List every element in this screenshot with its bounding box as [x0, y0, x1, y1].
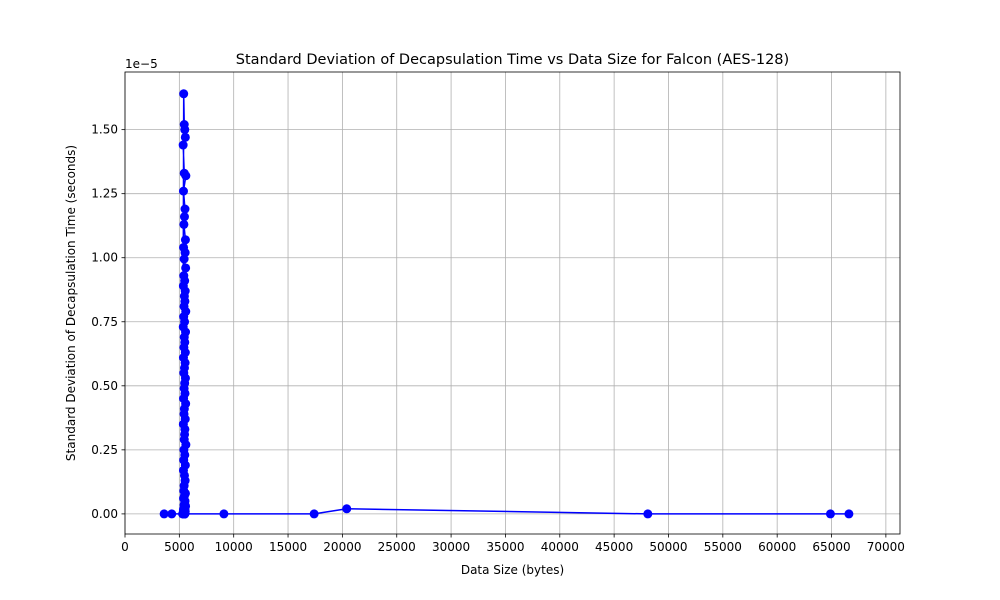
series-layer	[159, 89, 854, 519]
x-tick-label: 25000	[378, 540, 416, 554]
x-tick-label: 45000	[595, 540, 633, 554]
x-tick-label: 65000	[812, 540, 850, 554]
data-point	[342, 504, 352, 514]
grid	[124, 72, 900, 534]
data-point	[180, 125, 190, 135]
data-point	[309, 509, 319, 519]
y-tick-label: 1.00	[91, 251, 118, 265]
data-point	[178, 140, 188, 150]
data-point	[159, 509, 169, 519]
data-point	[178, 186, 188, 196]
data-point	[179, 219, 189, 229]
x-tick-label: 20000	[323, 540, 361, 554]
data-point	[219, 509, 229, 519]
data-point	[167, 509, 177, 519]
y-tick-label: 1.50	[91, 123, 118, 137]
x-tick-label: 50000	[649, 540, 687, 554]
x-tick-label: 40000	[541, 540, 579, 554]
data-point	[181, 263, 191, 273]
data-point	[180, 204, 190, 214]
data-point	[180, 235, 190, 245]
x-tick-label: 55000	[704, 540, 742, 554]
plot-frame	[124, 71, 901, 535]
x-tick-label: 70000	[867, 540, 905, 554]
y-axis-label: Standard Deviation of Decapsulation Time…	[64, 145, 78, 461]
data-point	[643, 509, 653, 519]
data-point	[179, 254, 189, 264]
y-tick-label: 0.50	[91, 379, 118, 393]
chart-title: Standard Deviation of Decapsulation Time…	[236, 52, 789, 68]
y-offset-text: 1e−5	[125, 57, 158, 71]
data-point	[844, 509, 854, 519]
data-point	[180, 132, 190, 142]
x-tick-label: 0	[121, 540, 129, 554]
x-tick-label: 30000	[432, 540, 470, 554]
x-tick-label: 10000	[215, 540, 253, 554]
y-tick-label: 0.00	[91, 507, 118, 521]
y-tick-label: 1.25	[91, 187, 118, 201]
axis-ticks: 0 5000 10000 15000 20000 25000 30000 35000 40000…	[91, 123, 905, 554]
x-tick-label: 15000	[269, 540, 307, 554]
data-point	[179, 89, 189, 99]
data-point	[179, 509, 189, 519]
data-point	[181, 171, 191, 181]
data-point	[825, 509, 835, 519]
x-tick-label: 5000	[164, 540, 195, 554]
data-point	[179, 212, 189, 222]
y-tick-label: 0.75	[91, 315, 118, 329]
x-axis-label: Data Size (bytes)	[461, 563, 564, 577]
x-tick-label: 60000	[758, 540, 796, 554]
x-tick-label: 35000	[486, 540, 524, 554]
y-tick-label: 0.25	[91, 443, 118, 457]
